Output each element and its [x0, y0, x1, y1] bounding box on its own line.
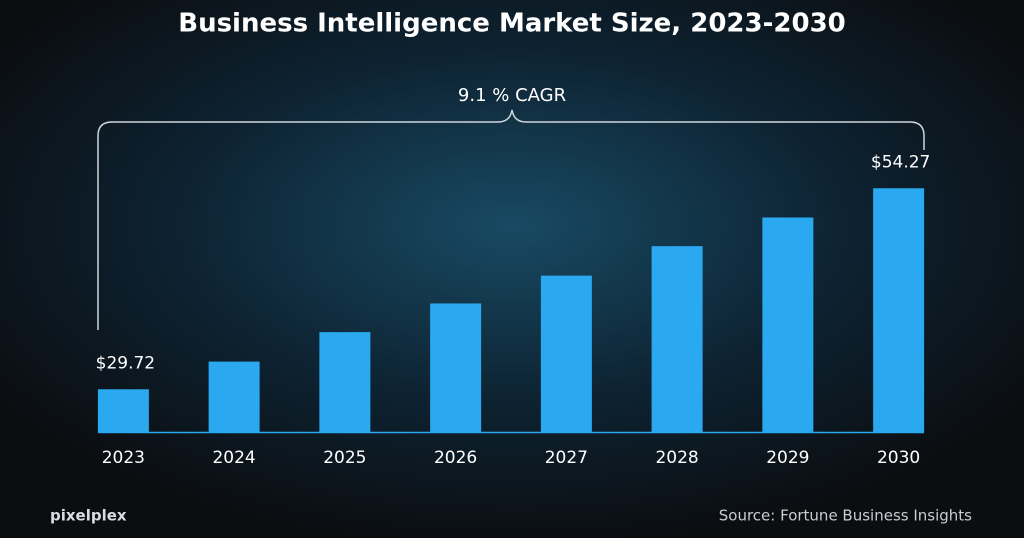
bar: [873, 188, 925, 432]
chart-title: Business Intelligence Market Size, 2023-…: [178, 9, 846, 39]
x-tick-label: 2028: [655, 448, 698, 468]
x-tick-label: 2025: [323, 448, 366, 468]
source: Source: Fortune Business Insights: [719, 507, 972, 525]
bar: [651, 246, 703, 432]
annotation: 9.1 % CAGR: [458, 85, 566, 106]
value-label: $29.72: [96, 353, 155, 373]
x-tick-label: 2027: [545, 448, 588, 468]
bar: [97, 389, 149, 432]
x-tick-label: 2023: [102, 448, 145, 468]
bar: [540, 275, 592, 432]
brand: pixelplex: [50, 507, 127, 525]
bar: [208, 361, 260, 432]
bar: [430, 303, 482, 432]
bar: [762, 217, 814, 432]
x-tick-label: 2029: [766, 448, 809, 468]
bar: [319, 332, 371, 432]
x-tick-label: 2030: [877, 448, 920, 468]
cagr-bracket: [97, 109, 925, 330]
x-tick-label: 2024: [212, 448, 255, 468]
x-tick-label: 2026: [434, 448, 477, 468]
value-label: $54.27: [871, 152, 930, 172]
